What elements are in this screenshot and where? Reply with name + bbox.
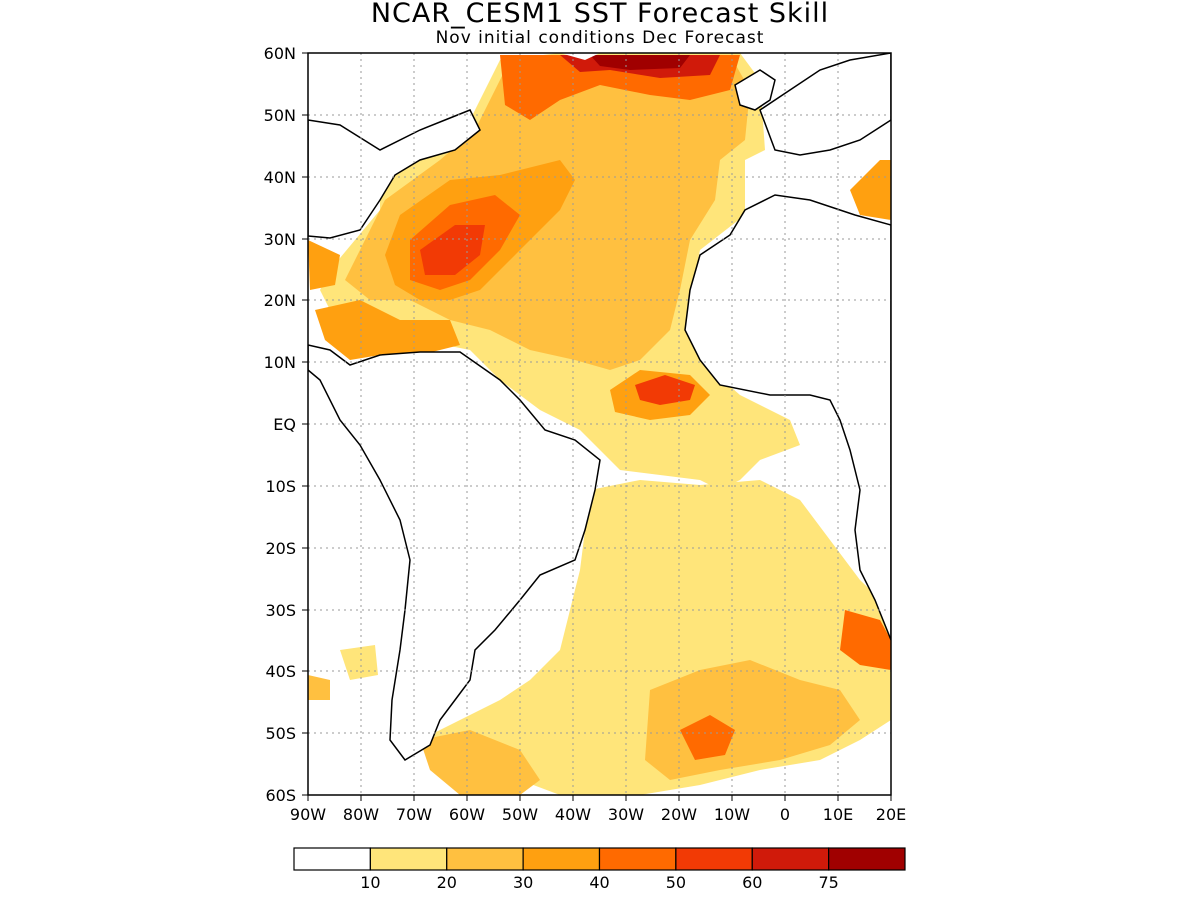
lon-label: 90W (290, 805, 326, 824)
colorbar-label: 75 (818, 873, 838, 892)
lon-label: 20W (661, 805, 697, 824)
skill-region-caribbean (315, 300, 460, 360)
skill-region-south-atlantic-50 (680, 715, 735, 760)
lon-label: 10E (823, 805, 853, 824)
tick-marks (302, 52, 892, 801)
lat-label: 40N (264, 168, 296, 187)
landmass-africa-europe (684, 194, 891, 641)
lat-label: 60S (265, 786, 296, 805)
lon-label: 70W (396, 805, 432, 824)
lat-label: 60N (264, 44, 296, 63)
lat-label: 20N (264, 291, 296, 310)
lon-label: 0 (780, 805, 790, 824)
skill-field (308, 53, 891, 795)
landmass-greenland (560, 53, 600, 60)
lon-label: 10W (714, 805, 750, 824)
lat-label: 50N (264, 106, 296, 125)
colorbar-label: 30 (513, 873, 533, 892)
skill-region-mediterranean (850, 160, 891, 220)
lat-label: 30N (264, 230, 296, 249)
colorbar-swatch (446, 847, 524, 871)
lat-label: 40S (265, 662, 296, 681)
colorbar-swatch (828, 847, 906, 871)
landmass-british-isles (734, 69, 776, 111)
lat-label: 50S (265, 724, 296, 743)
landmass-europe-north (759, 53, 891, 156)
lon-label: 60W (449, 805, 485, 824)
skill-region-west-40s (340, 645, 378, 680)
colorbar-label: 40 (589, 873, 609, 892)
skill-region-benguela (840, 610, 891, 670)
colorbar-label: 20 (437, 873, 457, 892)
lat-label: 30S (265, 601, 296, 620)
colorbar-label: 10 (360, 873, 380, 892)
lat-labels: 60N 50N 40N 30N 20N 10N EQ 10S 20S 30S 4… (264, 44, 296, 805)
colorbar-swatch (369, 847, 448, 871)
lon-label: 20E (876, 805, 906, 824)
chart-title: NCAR_CESM1 SST Forecast Skill (370, 0, 830, 29)
lon-label: 40W (555, 805, 591, 824)
colorbar-swatch (522, 847, 601, 871)
chart-subtitle: Nov initial conditions Dec Forecast (435, 28, 765, 48)
lat-label: 10S (265, 477, 296, 496)
landmass-south-america (308, 344, 601, 761)
colorbar: 10 20 30 40 50 60 75 (293, 847, 906, 892)
colorbar-label: 60 (742, 873, 762, 892)
skill-region-patagonia (420, 730, 540, 795)
lon-label: 50W (502, 805, 538, 824)
lon-label: 30W (608, 805, 644, 824)
colorbar-swatch (598, 847, 677, 871)
colorbar-label: 50 (666, 873, 686, 892)
lon-labels: 90W 80W 70W 60W 50W 40W 30W 20W 10W 0 10… (290, 805, 906, 824)
lat-label: 10N (264, 353, 296, 372)
colorbar-swatch (675, 847, 753, 871)
skill-region-equatorial-60 (635, 375, 695, 405)
skill-region-subpolar-max (590, 55, 690, 70)
skill-region-west-45s (308, 675, 330, 700)
colorbar-swatch (751, 847, 830, 871)
lat-label: 20S (265, 539, 296, 558)
lat-label: EQ (273, 415, 296, 434)
map-grid (308, 53, 891, 795)
skill-region-gulf (308, 240, 340, 290)
colorbar-swatch (293, 847, 371, 871)
lon-label: 80W (343, 805, 379, 824)
landmass-north-america (308, 109, 481, 239)
skill-region-north-atlantic-60 (420, 225, 485, 275)
